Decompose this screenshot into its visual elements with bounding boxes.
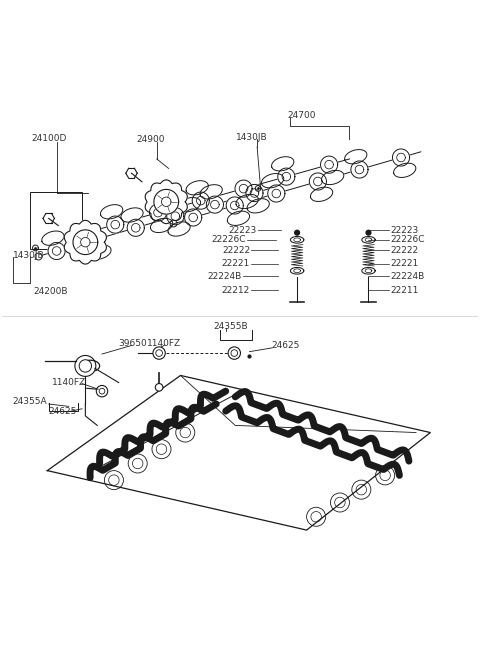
Polygon shape	[366, 230, 371, 235]
Text: 22226C: 22226C	[211, 235, 246, 245]
Text: 22223: 22223	[391, 226, 419, 234]
Polygon shape	[236, 194, 258, 208]
Polygon shape	[362, 237, 375, 243]
Text: 22212: 22212	[222, 286, 250, 295]
Text: 22222: 22222	[222, 246, 250, 255]
Polygon shape	[246, 184, 263, 202]
Text: 1430JB: 1430JB	[236, 133, 268, 141]
Polygon shape	[192, 192, 209, 209]
Polygon shape	[42, 231, 64, 245]
Polygon shape	[88, 231, 105, 248]
Polygon shape	[64, 220, 107, 264]
Polygon shape	[247, 198, 269, 213]
Text: 24355B: 24355B	[214, 322, 249, 331]
Polygon shape	[226, 197, 243, 214]
Polygon shape	[351, 161, 368, 178]
Polygon shape	[81, 237, 90, 247]
Polygon shape	[48, 243, 65, 259]
Circle shape	[79, 360, 92, 372]
Polygon shape	[186, 181, 208, 195]
Polygon shape	[262, 174, 284, 188]
Text: 1140FZ: 1140FZ	[52, 378, 86, 387]
Text: 22223: 22223	[228, 226, 257, 234]
Polygon shape	[154, 190, 179, 214]
Text: 22221: 22221	[222, 259, 250, 268]
Polygon shape	[322, 170, 344, 185]
Text: 22224B: 22224B	[391, 272, 425, 281]
Polygon shape	[149, 204, 167, 221]
Polygon shape	[168, 222, 190, 236]
Polygon shape	[200, 185, 222, 199]
Polygon shape	[235, 180, 252, 197]
Polygon shape	[272, 157, 294, 171]
Text: 22224B: 22224B	[208, 272, 242, 281]
Text: 22226C: 22226C	[391, 235, 425, 245]
Polygon shape	[362, 267, 375, 274]
Polygon shape	[278, 168, 295, 185]
Polygon shape	[89, 245, 111, 259]
Text: 39650: 39650	[119, 339, 147, 348]
Circle shape	[99, 389, 105, 394]
Polygon shape	[309, 173, 326, 190]
Circle shape	[75, 356, 96, 377]
Text: 22222: 22222	[391, 246, 419, 255]
Text: 1140FZ: 1140FZ	[147, 339, 181, 348]
Polygon shape	[394, 163, 416, 178]
Polygon shape	[150, 218, 173, 232]
Text: 22221: 22221	[391, 259, 419, 268]
Polygon shape	[145, 180, 187, 224]
Text: 24625: 24625	[271, 342, 300, 350]
Text: 24200B: 24200B	[33, 287, 68, 295]
Polygon shape	[121, 208, 143, 222]
Polygon shape	[393, 149, 409, 166]
Text: 24625: 24625	[48, 407, 77, 415]
Polygon shape	[311, 187, 333, 202]
Polygon shape	[345, 149, 367, 164]
Polygon shape	[162, 197, 171, 206]
Text: 24355A: 24355A	[12, 397, 47, 406]
Polygon shape	[100, 204, 123, 219]
Polygon shape	[167, 208, 184, 224]
Polygon shape	[73, 230, 98, 255]
Polygon shape	[127, 219, 144, 237]
Circle shape	[156, 350, 162, 356]
Polygon shape	[185, 209, 202, 226]
Text: 24700: 24700	[288, 111, 316, 120]
Bar	[30, 192, 82, 249]
Polygon shape	[321, 156, 337, 174]
Circle shape	[228, 347, 240, 359]
Polygon shape	[107, 216, 124, 233]
Circle shape	[153, 347, 165, 359]
Text: 24900: 24900	[136, 135, 165, 145]
Polygon shape	[290, 267, 304, 274]
Polygon shape	[179, 198, 201, 212]
Text: 24100D: 24100D	[32, 135, 67, 143]
Polygon shape	[295, 230, 300, 235]
Polygon shape	[268, 185, 285, 202]
Polygon shape	[228, 211, 250, 225]
Text: 1430JB: 1430JB	[12, 251, 44, 259]
Circle shape	[96, 385, 108, 397]
Circle shape	[231, 350, 238, 356]
Circle shape	[156, 383, 163, 391]
Polygon shape	[206, 196, 224, 213]
Polygon shape	[290, 237, 304, 243]
Text: 22211: 22211	[391, 286, 419, 295]
